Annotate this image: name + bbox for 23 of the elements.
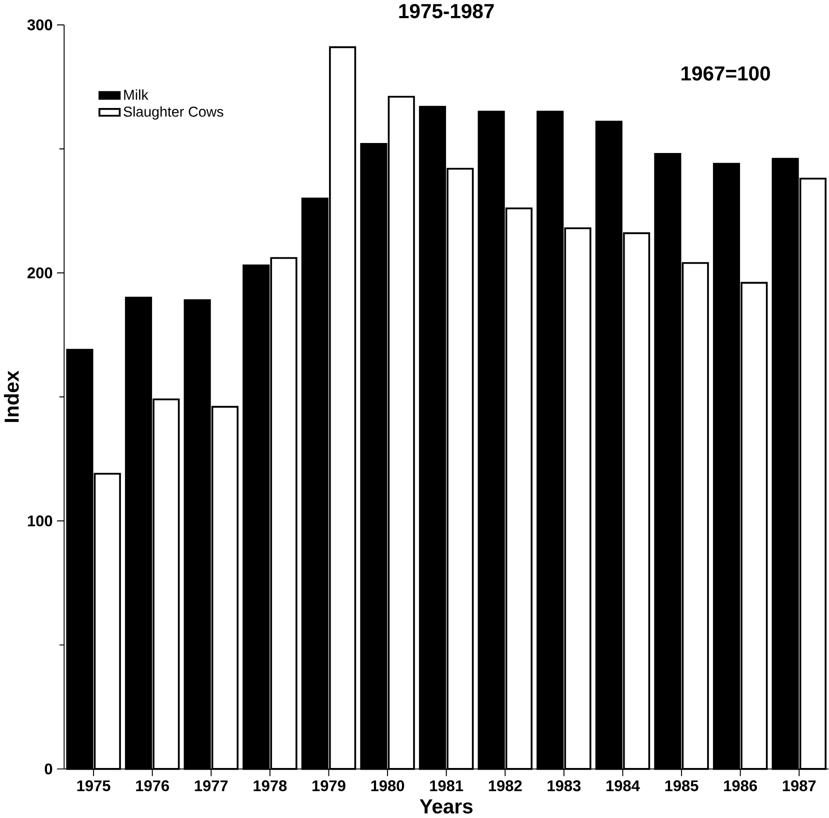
annotation: 1967=100 xyxy=(682,66,770,81)
y-tick-label: 0 xyxy=(44,764,52,775)
x-tick-label: 1984 xyxy=(606,780,640,792)
y-axis-title: Index xyxy=(4,370,19,422)
legend-label: Milk xyxy=(124,90,148,100)
x-tick-label: 1975 xyxy=(77,780,110,792)
x-tick-label: 1977 xyxy=(194,780,228,792)
legend-label: Slaughter Cows xyxy=(124,106,224,120)
x-tick-label: 1983 xyxy=(548,780,581,792)
x-tick-label: 1981 xyxy=(430,780,464,792)
x-tick-label: 1985 xyxy=(665,780,698,792)
y-tick-label: 300 xyxy=(27,20,52,31)
y-tick-label: 100 xyxy=(28,516,52,527)
x-tick-label: 1986 xyxy=(724,780,757,792)
x-tick-label: 1980 xyxy=(371,780,404,792)
x-tick-label: 1979 xyxy=(312,780,346,792)
x-tick-label: 1976 xyxy=(136,780,169,792)
x-tick-label: 1978 xyxy=(254,780,287,792)
x-tick-label: 1982 xyxy=(488,780,522,792)
x-axis-title: Years xyxy=(420,800,472,814)
y-tick-label: 200 xyxy=(28,268,52,279)
x-tick-label: 1987 xyxy=(782,780,816,792)
chart-title: 1975-1987 xyxy=(399,4,494,19)
